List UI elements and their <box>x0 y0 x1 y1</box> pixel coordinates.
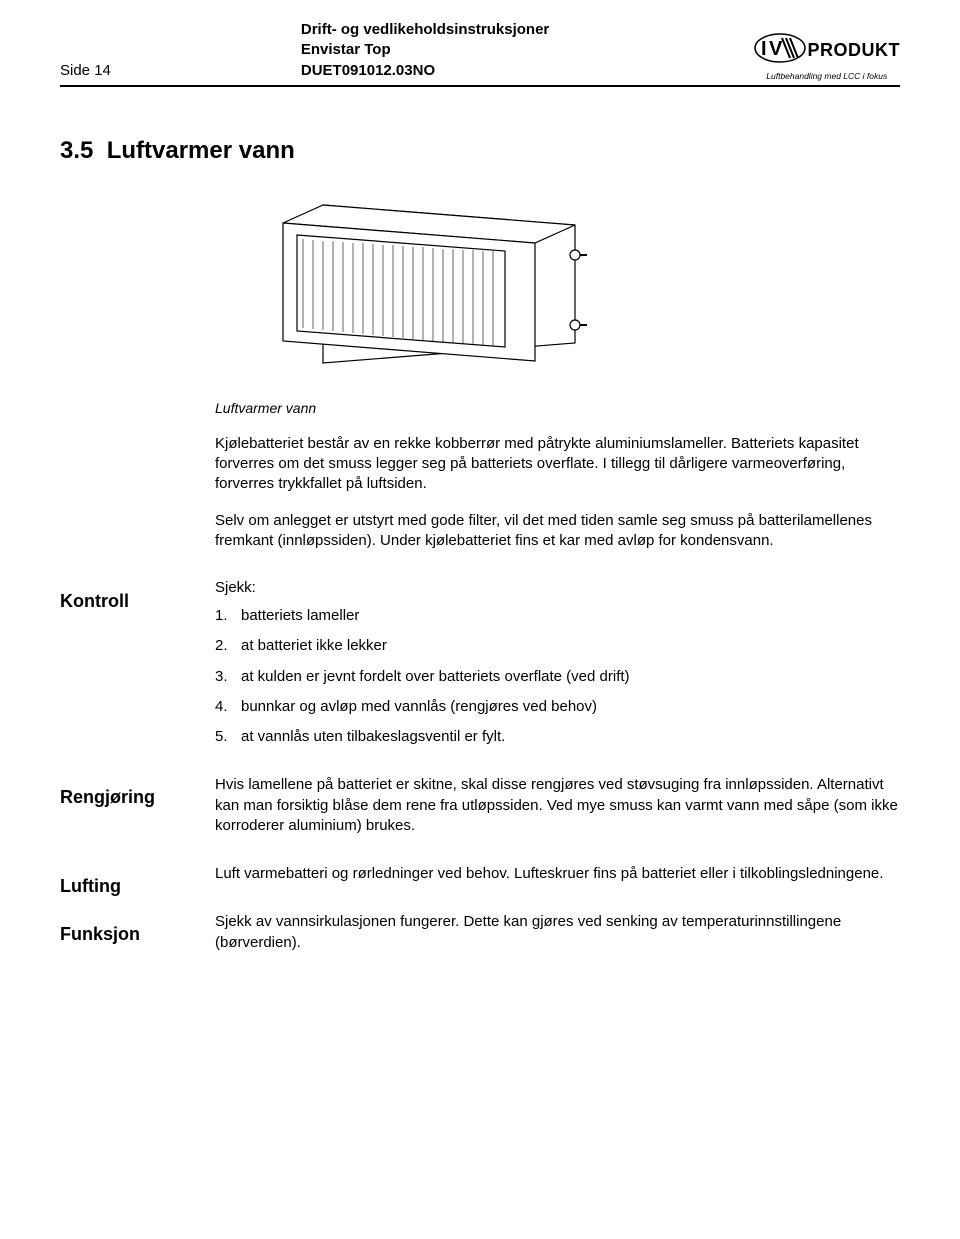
page-header: Side 14 Drift- og vedlikeholdsinstruksjo… <box>60 20 900 87</box>
funksjon-block: Funksjon Sjekk av vannsirkulasjonen fung… <box>60 912 900 969</box>
section-title-text: Luftvarmer vann <box>107 137 295 164</box>
svg-text:V: V <box>769 38 783 60</box>
logo-tagline: Luftbehandling med LCC i fokus <box>766 71 887 81</box>
doc-title-line2: Envistar Top <box>301 40 754 60</box>
kontroll-list: batteriets lameller at batteriet ikke le… <box>215 606 900 747</box>
section-title: 3.5 Luftvarmer vann <box>60 137 900 165</box>
lufting-heading: Lufting <box>60 876 215 897</box>
list-item: at batteriet ikke lekker <box>215 636 900 656</box>
doc-title-line1: Drift- og vedlikeholdsinstruksjoner <box>301 20 754 40</box>
intro-para-2: Selv om anlegget er utstyrt med gode fil… <box>215 511 900 552</box>
logo-brand-text: PRODUKT <box>808 40 901 61</box>
doc-code: DUET091012.03NO <box>301 61 754 81</box>
list-item: batteriets lameller <box>215 606 900 626</box>
kontroll-check-label: Sjekk: <box>215 579 900 596</box>
lufting-para: Luft varmebatteri og rørledninger ved be… <box>215 864 900 884</box>
list-item: at kulden er jevnt fordelt over batterie… <box>215 667 900 687</box>
rengjoring-heading: Rengjøring <box>60 787 215 808</box>
list-item: at vannlås uten tilbakeslagsventil er fy… <box>215 727 900 747</box>
funksjon-para: Sjekk av vannsirkulasjonen fungerer. Det… <box>215 912 900 953</box>
intro-para-1: Kjølebatteriet består av en rekke kobber… <box>215 434 900 495</box>
rengjoring-para: Hvis lamellene på batteriet er skitne, s… <box>215 775 900 836</box>
intro-block: Luftvarmer vann Kjølebatteriet består av… <box>60 195 900 567</box>
page-number: Side 14 <box>60 62 111 81</box>
svg-text:I: I <box>761 38 767 60</box>
doc-title-block: Drift- og vedlikeholdsinstruksjoner Envi… <box>111 20 754 81</box>
rengjoring-block: Rengjøring Hvis lamellene på batteriet e… <box>60 775 900 852</box>
lufting-block: Lufting Luft varmebatteri og rørledninge… <box>60 864 900 900</box>
list-item: bunnkar og avløp med vannlås (rengjøres … <box>215 697 900 717</box>
funksjon-heading: Funksjon <box>60 924 215 945</box>
kontroll-heading: Kontroll <box>60 591 215 612</box>
figure <box>275 195 900 370</box>
logo-block: I V PRODUKT Luftbehandling med LCC i fok… <box>754 32 901 81</box>
logo-mark-icon: I V <box>754 32 806 69</box>
page: Side 14 Drift- og vedlikeholdsinstruksjo… <box>0 0 960 1021</box>
figure-caption: Luftvarmer vann <box>215 400 900 416</box>
logo-row: I V PRODUKT <box>754 32 901 69</box>
kontroll-block: Kontroll Sjekk: batteriets lameller at b… <box>60 579 900 763</box>
section-number: 3.5 <box>60 137 93 164</box>
heater-diagram-icon <box>275 195 595 365</box>
